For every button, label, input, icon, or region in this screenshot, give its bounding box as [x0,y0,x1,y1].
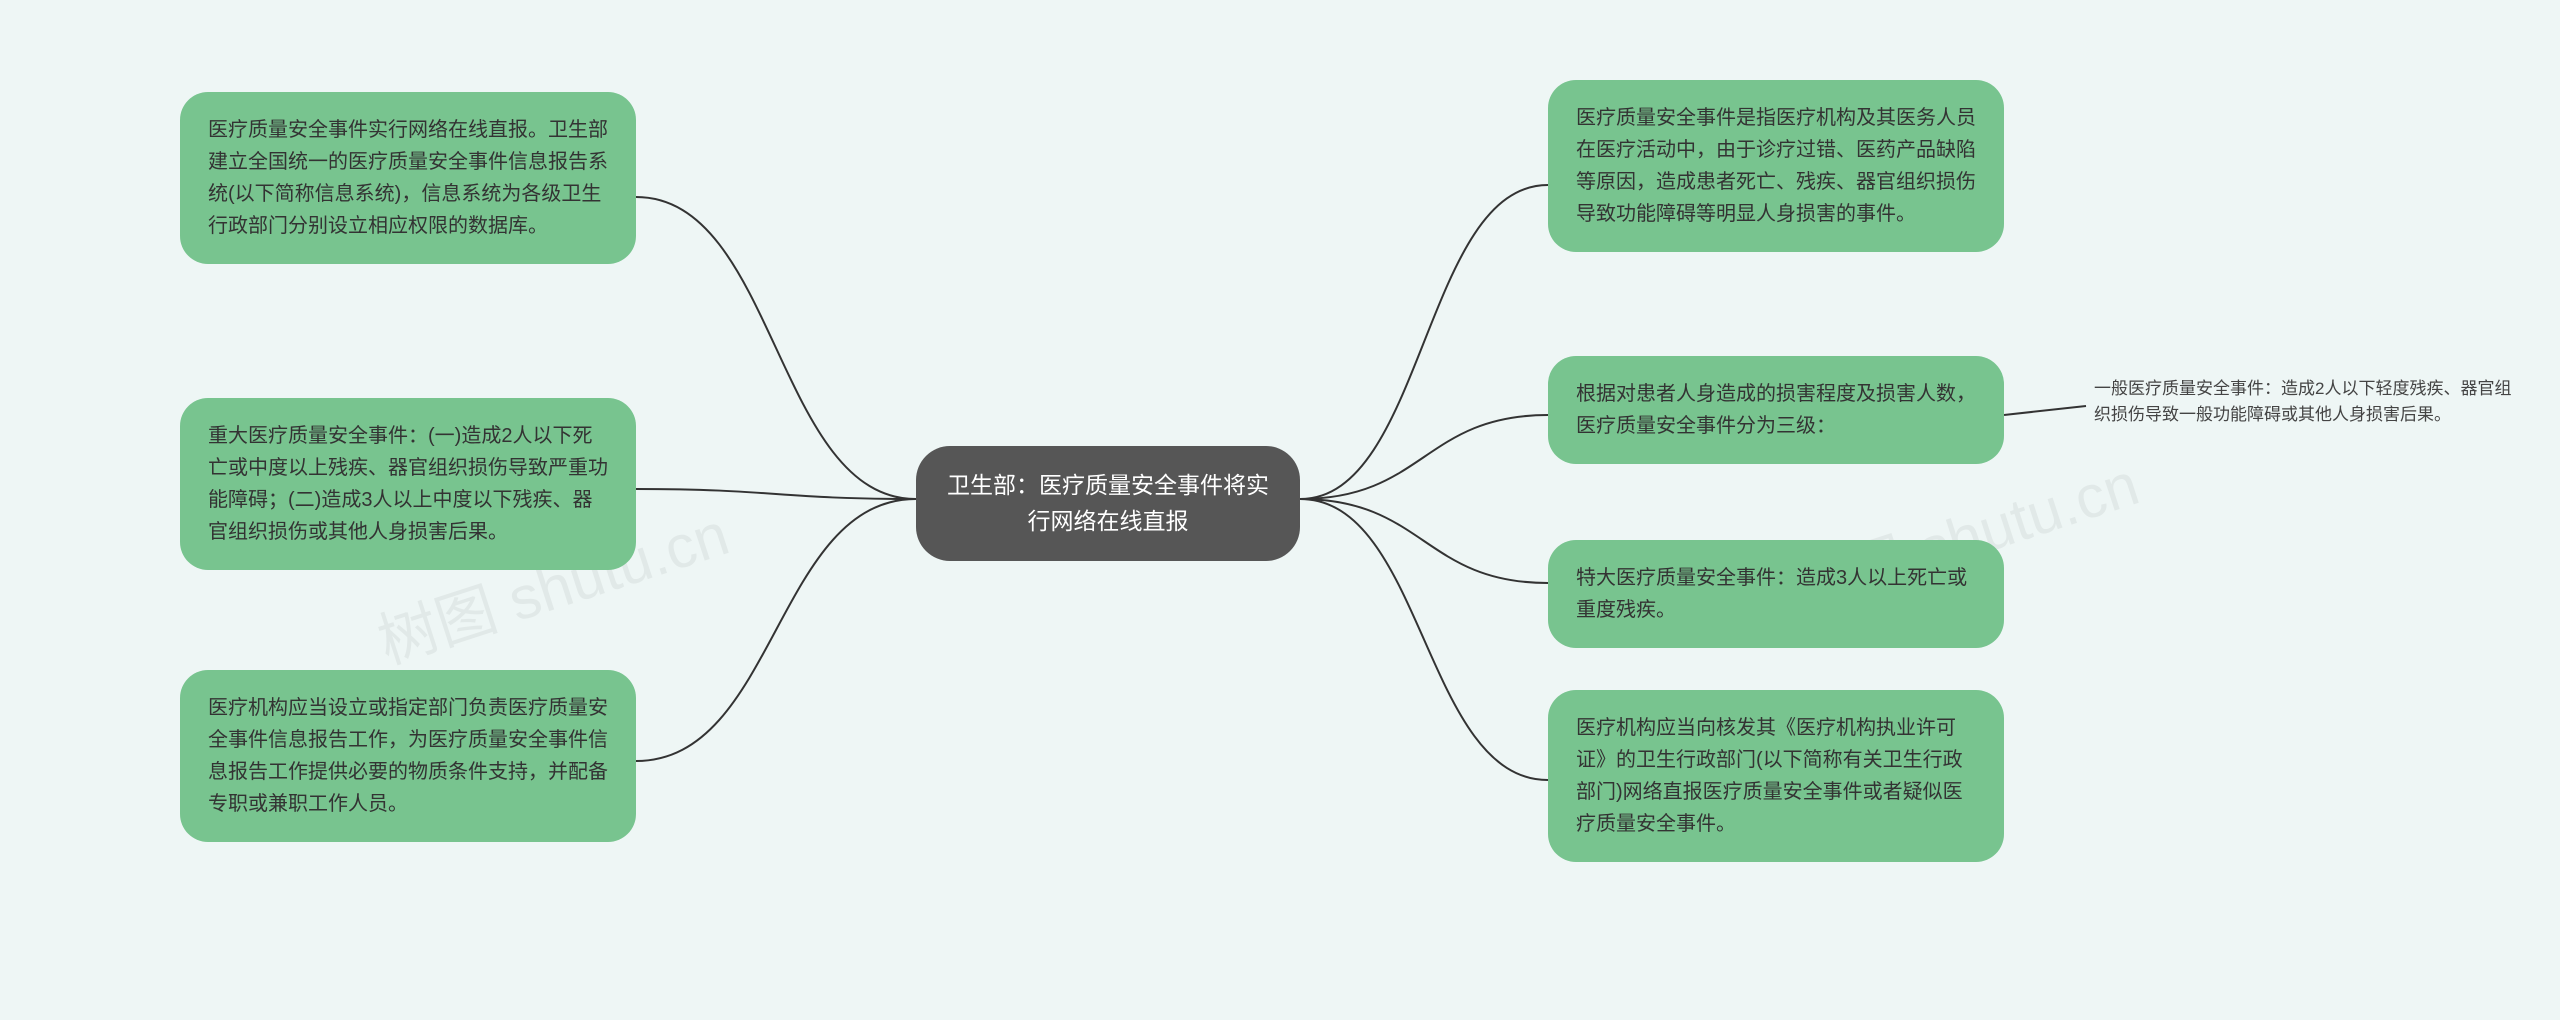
right-branch-0-text: 医疗质量安全事件是指医疗机构及其医务人员在医疗活动中，由于诊疗过错、医药产品缺陷… [1576,107,1976,225]
center-text: 卫生部：医疗质量安全事件将实行网络在线直报 [947,472,1269,534]
leaf-1-0: 一般医疗质量安全事件：造成2人以下轻度残疾、器官组织损伤导致一般功能障碍或其他人… [2094,376,2526,429]
center-node: 卫生部：医疗质量安全事件将实行网络在线直报 [916,446,1300,561]
left-branch-2-text: 医疗机构应当设立或指定部门负责医疗质量安全事件信息报告工作，为医疗质量安全事件信… [208,697,608,815]
left-branch-0: 医疗质量安全事件实行网络在线直报。卫生部建立全国统一的医疗质量安全事件信息报告系… [180,92,636,264]
left-branch-1: 重大医疗质量安全事件：(一)造成2人以下死亡或中度以上残疾、器官组织损伤导致严重… [180,398,636,570]
right-branch-3-text: 医疗机构应当向核发其《医疗机构执业许可证》的卫生行政部门(以下简称有关卫生行政部… [1576,717,1963,835]
left-branch-1-text: 重大医疗质量安全事件：(一)造成2人以下死亡或中度以上残疾、器官组织损伤导致严重… [208,425,608,543]
right-branch-2: 特大医疗质量安全事件：造成3人以上死亡或重度残疾。 [1548,540,2004,648]
right-branch-2-text: 特大医疗质量安全事件：造成3人以上死亡或重度残疾。 [1576,567,1967,621]
right-branch-3: 医疗机构应当向核发其《医疗机构执业许可证》的卫生行政部门(以下简称有关卫生行政部… [1548,690,2004,862]
left-branch-0-text: 医疗质量安全事件实行网络在线直报。卫生部建立全国统一的医疗质量安全事件信息报告系… [208,119,608,237]
right-branch-0: 医疗质量安全事件是指医疗机构及其医务人员在医疗活动中，由于诊疗过错、医药产品缺陷… [1548,80,2004,252]
right-branch-1-text: 根据对患者人身造成的损害程度及损害人数，医疗质量安全事件分为三级： [1576,383,1976,437]
right-branch-1: 根据对患者人身造成的损害程度及损害人数，医疗质量安全事件分为三级： [1548,356,2004,464]
left-branch-2: 医疗机构应当设立或指定部门负责医疗质量安全事件信息报告工作，为医疗质量安全事件信… [180,670,636,842]
